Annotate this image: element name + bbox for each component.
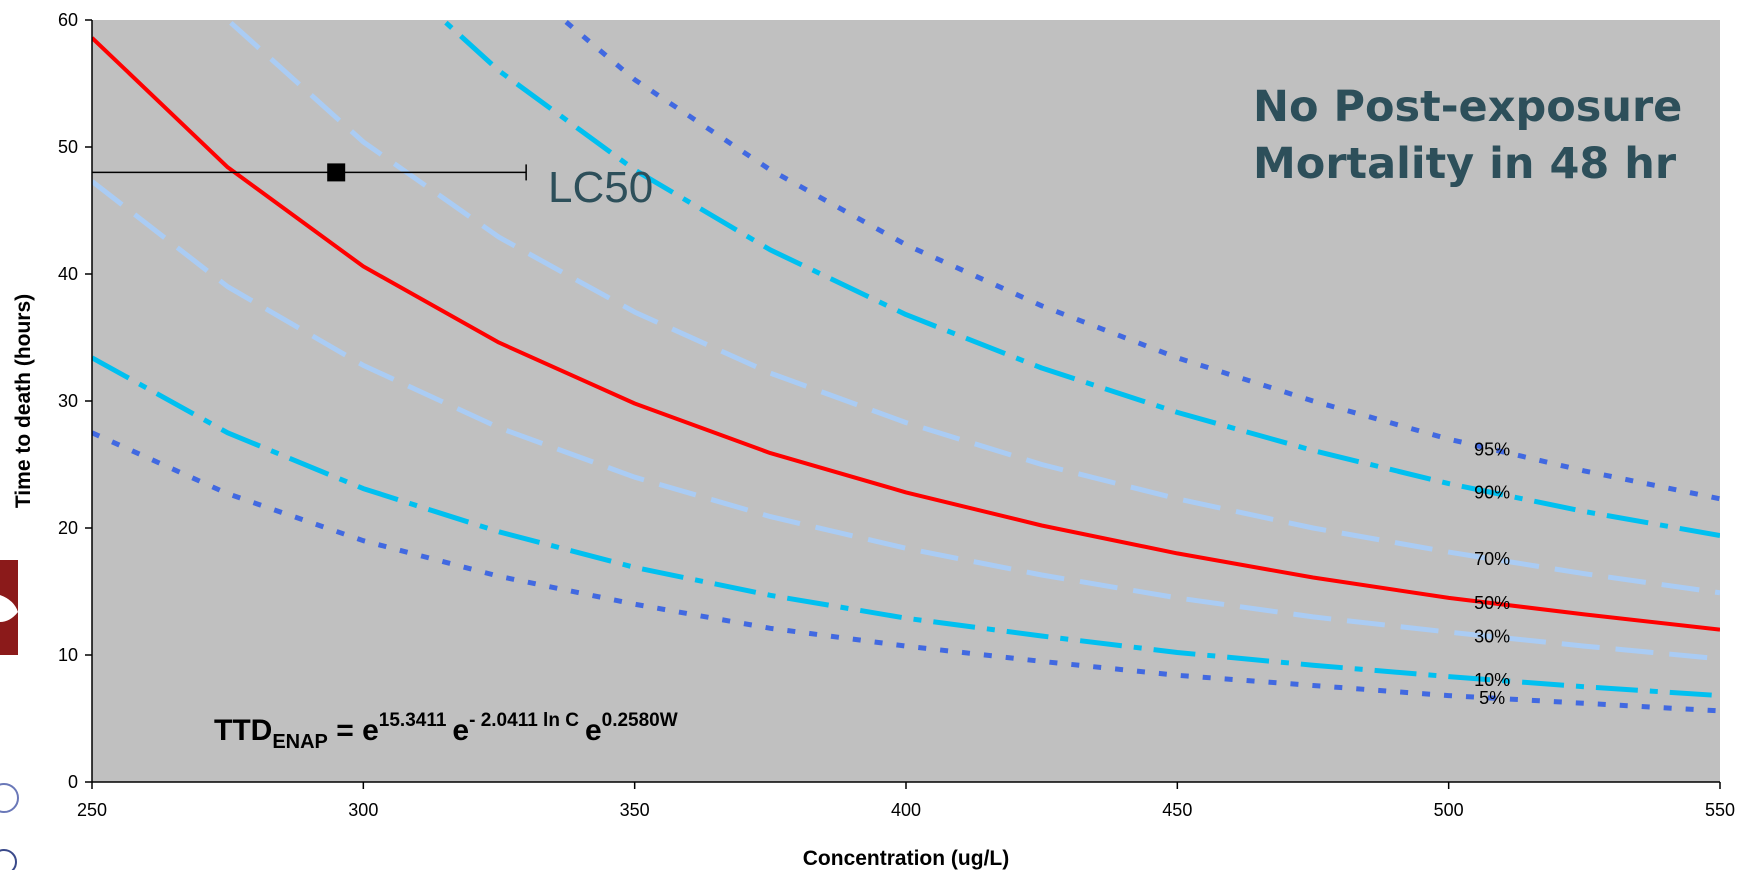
equation-mid: e: [452, 714, 469, 747]
lc50-label: LC50: [548, 163, 653, 212]
x-tick-label: 550: [1705, 800, 1735, 820]
equation-subscript: ENAP: [272, 731, 328, 753]
equation-equals: = e: [328, 714, 379, 747]
series-label-70pct: 70%: [1474, 549, 1510, 569]
series-line-50pct: [92, 36, 1720, 632]
series-line-5pct: [92, 430, 1720, 714]
equation-sup-3: 0.2580W: [602, 710, 678, 731]
y-tick-label: 0: [68, 772, 78, 792]
series-line-10pct: [92, 355, 1720, 699]
logo-seal-2: [0, 849, 17, 870]
x-axis-title: Concentration (ug/L): [803, 847, 1009, 870]
y-tick-label: 30: [58, 391, 78, 411]
equation-sup-2: - 2.0411 ln C: [469, 710, 579, 731]
series-line-30pct: [92, 179, 1720, 662]
plot-background: [92, 20, 1720, 782]
equation-base: TTD: [214, 714, 272, 747]
y-tick-label: 50: [58, 137, 78, 157]
lc50-point: [327, 163, 346, 182]
y-tick-label: 20: [58, 518, 78, 538]
curves: [92, 20, 1720, 714]
tick-labels: 250 300 350 400 450 500 550 0 10 20 30 40 50 60: [58, 10, 1735, 820]
series-label-30pct: 30%: [1474, 627, 1510, 647]
x-tick-label: 400: [891, 800, 921, 820]
series-label-90pct: 90%: [1474, 482, 1510, 502]
series-label-95pct: 95%: [1474, 439, 1510, 459]
left-logos: [0, 560, 19, 870]
series-label-10pct: 10%: [1474, 670, 1510, 690]
series-label-50pct: 50%: [1474, 593, 1510, 613]
x-tick-label: 300: [348, 800, 378, 820]
series-label-5pct: 5%: [1479, 688, 1505, 708]
x-tick-label: 250: [77, 800, 107, 820]
x-tick-label: 500: [1434, 800, 1464, 820]
logo-emblem-swoosh: [0, 595, 18, 622]
annotation-line-1: No Post-exposure: [1253, 82, 1682, 132]
y-tick-label: 40: [58, 264, 78, 284]
equation-sup-1: 15.3411: [379, 710, 447, 731]
curve-labels: 95% 90% 70% 50% 30% 10%5%: [1474, 439, 1510, 708]
series-line-90pct: [439, 20, 1720, 539]
y-tick-label: 10: [58, 645, 78, 665]
y-tick-label: 60: [58, 10, 78, 30]
y-axis-title: Time to death (hours): [12, 294, 35, 508]
x-tick-label: 350: [620, 800, 650, 820]
series-line-70pct: [224, 20, 1720, 596]
equation-end: e: [585, 714, 602, 747]
lc50-marker: [92, 163, 527, 182]
logo-seal: [0, 783, 19, 813]
axes: [85, 19, 1721, 789]
annotation-line-2: Mortality in 48 hr: [1253, 139, 1677, 189]
x-tick-label: 450: [1162, 800, 1192, 820]
